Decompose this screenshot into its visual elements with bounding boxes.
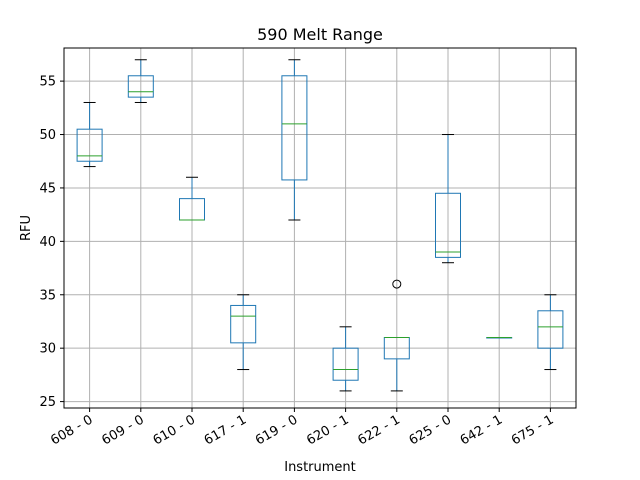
- box-group: [281, 59, 308, 221]
- iqr-box: [281, 75, 308, 181]
- y-tick-label: 50: [39, 128, 56, 143]
- y-tick-label: 30: [39, 342, 56, 357]
- y-tick-label: 35: [39, 288, 56, 303]
- box-group: [179, 176, 205, 221]
- box-group: [486, 336, 513, 339]
- box-group: [537, 294, 564, 371]
- iqr-box: [76, 128, 103, 162]
- iqr-box: [435, 192, 461, 258]
- iqr-box: [230, 304, 257, 344]
- plot-area-frame: [63, 47, 577, 409]
- box-group: [332, 326, 359, 392]
- y-tick-label: 45: [39, 181, 56, 196]
- y-tick-label: 40: [39, 235, 56, 250]
- iqr-box: [332, 347, 359, 381]
- boxes: [76, 59, 564, 392]
- box-group: [76, 101, 103, 168]
- y-tick-label: 25: [39, 395, 56, 410]
- iqr-box: [537, 310, 564, 349]
- outlier-point: [392, 279, 402, 289]
- iqr-box: [127, 75, 154, 98]
- box-group: [230, 294, 257, 371]
- box-group: [435, 134, 461, 264]
- y-axis-label: RFU: [19, 215, 34, 241]
- y-tick-label: 55: [39, 75, 56, 90]
- x-axis-label: Instrument: [284, 460, 356, 475]
- chart-title: 590 Melt Range: [257, 25, 383, 44]
- box-group: [383, 279, 410, 392]
- box-group: [127, 59, 154, 103]
